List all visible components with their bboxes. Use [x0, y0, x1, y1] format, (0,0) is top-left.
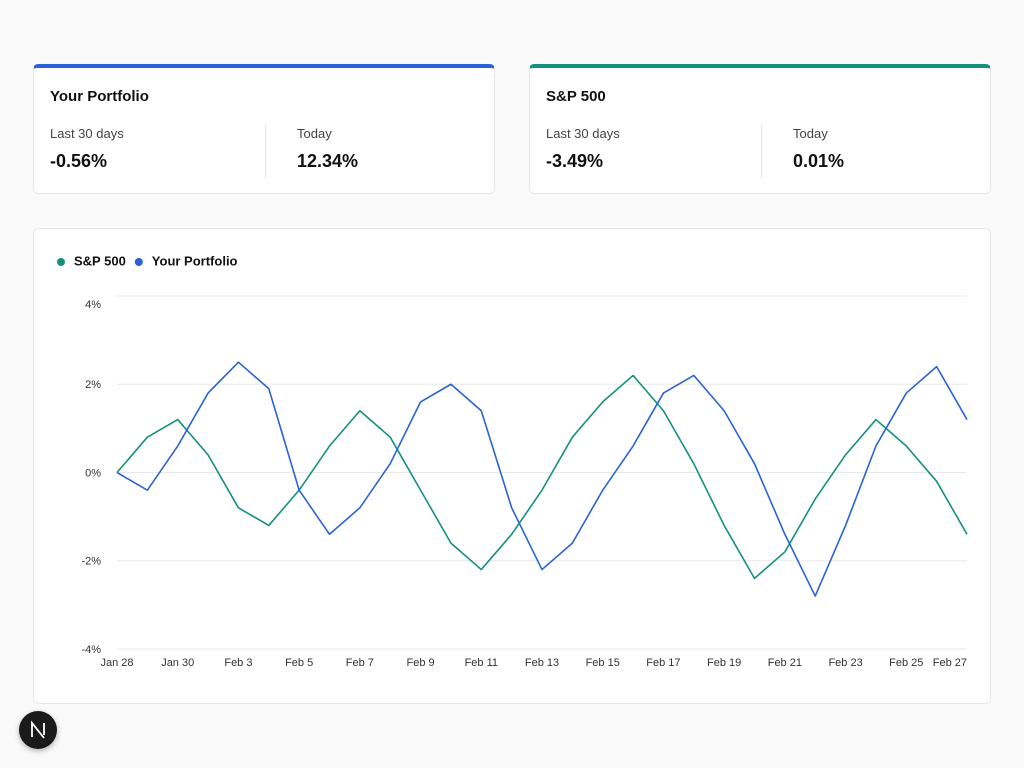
stat-label: Today	[793, 126, 828, 141]
x-tick-label: Feb 17	[646, 657, 680, 669]
x-tick-label: Feb 21	[768, 657, 802, 669]
stat-label: Last 30 days	[50, 126, 124, 141]
stat-value: -0.56%	[50, 151, 108, 171]
stat-value: -3.49%	[546, 151, 604, 171]
stat: Today 12.34%	[297, 126, 358, 172]
y-tick-label: 2%	[85, 379, 101, 391]
stat-label: Today	[297, 126, 332, 141]
legend-label: Your Portfolio	[152, 253, 238, 268]
x-tick-label: Feb 19	[707, 657, 741, 669]
x-tick-label: Feb 25	[889, 657, 923, 669]
chart-card	[33, 228, 991, 704]
x-tick-label: Jan 28	[100, 657, 133, 669]
legend-label: S&P 500	[74, 253, 126, 268]
legend-swatch	[134, 258, 143, 266]
portfolio-card: Your Portfolio Last 30 days -0.56% Today 1…	[33, 64, 495, 194]
stat-value: 12.34%	[297, 151, 359, 171]
y-tick-label: 0%	[85, 467, 101, 479]
stat-value: 0.01%	[793, 151, 845, 171]
divider	[761, 124, 762, 178]
stat: Today 0.01%	[793, 126, 844, 172]
y-tick-label: -2%	[81, 556, 101, 568]
x-tick-label: Feb 11	[465, 657, 498, 669]
legend-swatch	[57, 258, 65, 266]
card-title: Your Portfolio	[50, 88, 149, 105]
x-tick-label: Feb 13	[525, 657, 559, 669]
card-title: S&P 500	[546, 88, 606, 105]
divider	[265, 124, 266, 178]
badge-icon	[31, 720, 45, 739]
x-tick-label: Jan 30	[161, 657, 194, 669]
x-tick-label: Feb 23	[828, 657, 862, 669]
y-tick-label: 4%	[85, 299, 101, 311]
x-tick-label: Feb 7	[346, 657, 374, 669]
series-line	[116, 374, 968, 580]
stat-label: Last 30 days	[546, 126, 620, 141]
stat: Last 30 days -3.49%	[546, 126, 620, 172]
y-tick-label: -4%	[81, 644, 101, 656]
x-tick-label: Feb 9	[407, 657, 435, 669]
nextjs-badge[interactable]	[19, 711, 57, 749]
x-tick-label: Feb 3	[224, 657, 252, 669]
x-tick-label: Feb 5	[285, 657, 313, 669]
stat: Last 30 days -0.56%	[50, 126, 124, 172]
n-glyph	[31, 720, 45, 739]
x-tick-label: Feb 15	[586, 657, 620, 669]
x-tick-label: Feb 27	[933, 657, 967, 669]
sp500-card: S&P 500 Last 30 days -3.49% Today 0.01%	[529, 64, 991, 194]
series-line	[116, 361, 968, 597]
